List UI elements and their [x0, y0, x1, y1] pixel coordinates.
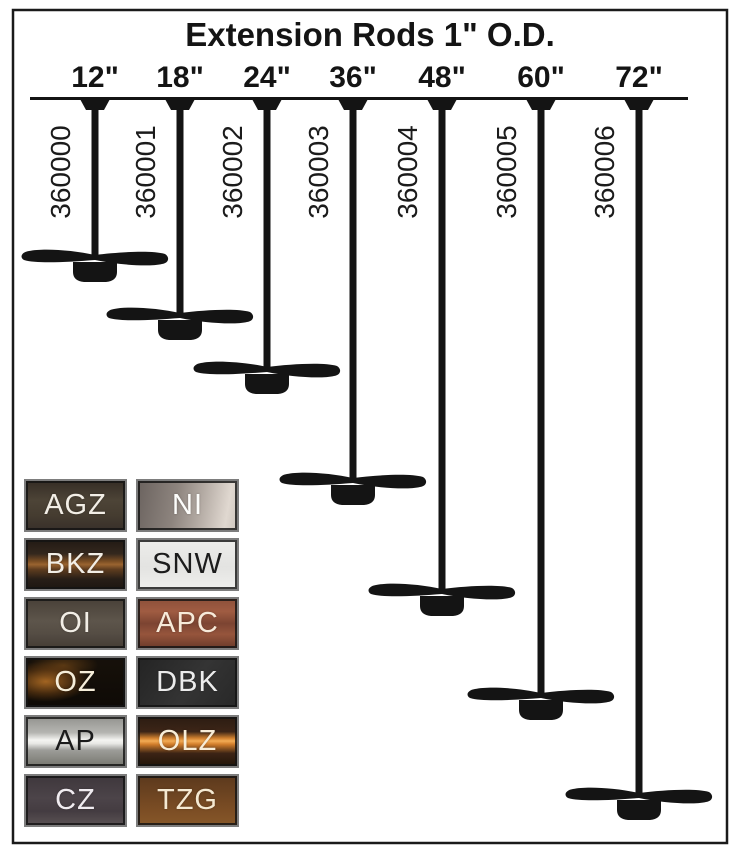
- fan-blades-icon: [467, 687, 615, 704]
- finish-code-label: OZ: [54, 666, 97, 698]
- part-number-label: 360006: [589, 125, 620, 218]
- part-number-label: 360000: [45, 125, 76, 218]
- rod-stem: [537, 98, 545, 695]
- finish-swatch-cz: CZ: [24, 774, 127, 827]
- finish-swatch-oz: OZ: [24, 656, 127, 709]
- finish-code-label: OI: [59, 607, 92, 639]
- fan-blades-icon: [106, 307, 254, 324]
- finish-swatch-ap: AP: [24, 715, 127, 768]
- rod-assembly-360005: 60" 360005: [467, 61, 615, 720]
- fan-body-icon: [73, 262, 117, 282]
- finish-code-label: NI: [172, 489, 203, 521]
- rod-size-label: 24": [243, 61, 291, 94]
- fan-body-icon: [519, 700, 563, 720]
- fan-blades-icon: [21, 249, 169, 266]
- finish-code-label: CZ: [55, 784, 96, 816]
- rod-assembly-360002: 24" 360002: [193, 61, 341, 394]
- fan-blades-icon: [279, 472, 427, 489]
- rod-assembly-360004: 48" 360004: [368, 61, 516, 616]
- rod-size-label: 60": [517, 61, 565, 94]
- finish-code-label: TZG: [157, 784, 218, 816]
- rod-size-label: 12": [71, 61, 119, 94]
- rod-assembly-360000: 12" 360000: [21, 61, 169, 282]
- ceiling-fan-icon: [193, 361, 341, 394]
- part-number-label: 360004: [392, 125, 423, 218]
- diagram-title: Extension Rods 1" O.D.: [185, 16, 555, 53]
- ceiling-fan-icon: [368, 583, 516, 616]
- rod-stem: [635, 98, 643, 795]
- finish-code-label: AP: [55, 725, 96, 757]
- fan-body-icon: [331, 485, 375, 505]
- part-number-label: 360002: [217, 125, 248, 218]
- finish-code-label: SNW: [152, 548, 223, 580]
- rod-stem: [91, 98, 99, 257]
- finish-swatch-grid: AGZ NI BKZ SNW OI APC OZ DBK AP OLZ CZ T…: [24, 479, 239, 827]
- finish-swatch-oi: OI: [24, 597, 127, 650]
- ceiling-fan-icon: [279, 472, 427, 505]
- rod-assembly-360003: 36" 360003: [279, 61, 427, 505]
- rod-size-label: 48": [418, 61, 466, 94]
- finish-swatch-dbk: DBK: [136, 656, 239, 709]
- finish-code-label: OLZ: [157, 725, 218, 757]
- fan-blades-icon: [368, 583, 516, 600]
- finish-code-label: AGZ: [44, 489, 107, 521]
- fan-blades-icon: [565, 787, 713, 804]
- finish-swatch-tzg: TZG: [136, 774, 239, 827]
- finish-swatch-snw: SNW: [136, 538, 239, 591]
- finish-swatch-olz: OLZ: [136, 715, 239, 768]
- rod-size-label: 36": [329, 61, 377, 94]
- finish-code-label: DBK: [156, 666, 219, 698]
- ceiling-fan-icon: [21, 249, 169, 282]
- rod-assembly-360001: 18" 360001: [106, 61, 254, 340]
- rod-size-label: 72": [615, 61, 663, 94]
- fan-body-icon: [245, 374, 289, 394]
- rod-stem: [263, 98, 271, 369]
- part-number-label: 360005: [491, 125, 522, 218]
- rod-stem: [349, 98, 357, 480]
- rod-stem: [438, 98, 446, 591]
- finish-swatch-agz: AGZ: [24, 479, 127, 532]
- rod-size-label: 18": [156, 61, 204, 94]
- part-number-label: 360003: [303, 125, 334, 218]
- part-number-label: 360001: [130, 125, 161, 218]
- finish-code-label: BKZ: [45, 548, 106, 580]
- fan-body-icon: [158, 320, 202, 340]
- finish-swatch-apc: APC: [136, 597, 239, 650]
- rod-stem: [176, 98, 184, 315]
- finish-swatch-ni: NI: [136, 479, 239, 532]
- finish-swatch-bkz: BKZ: [24, 538, 127, 591]
- figure-frame: [11, 8, 729, 845]
- fan-body-icon: [617, 800, 661, 820]
- ceiling-fan-icon: [467, 687, 615, 720]
- finish-code-label: APC: [156, 607, 219, 639]
- ceiling-fan-icon: [106, 307, 254, 340]
- ceiling-fan-icon: [565, 787, 713, 820]
- fan-blades-icon: [193, 361, 341, 378]
- rod-assembly-360006: 72" 360006: [565, 61, 713, 820]
- fan-body-icon: [420, 596, 464, 616]
